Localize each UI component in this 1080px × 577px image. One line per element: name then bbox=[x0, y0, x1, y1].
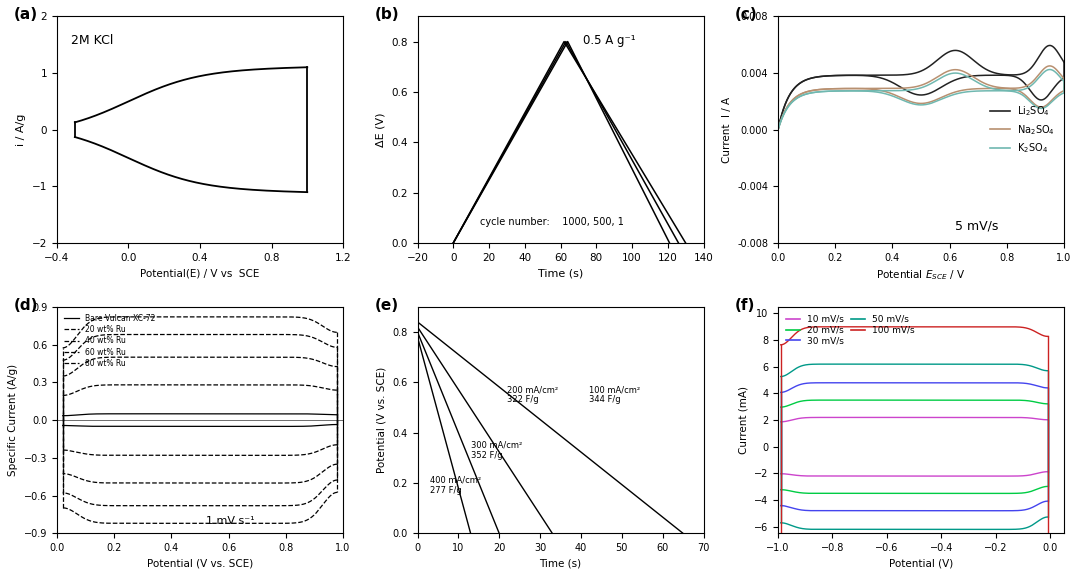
Text: 300 mA/cm²
352 F/g: 300 mA/cm² 352 F/g bbox=[471, 440, 522, 460]
X-axis label: Potential $E_{SCE}$ / V: Potential $E_{SCE}$ / V bbox=[876, 268, 966, 282]
Text: 5 mV/s: 5 mV/s bbox=[956, 219, 999, 233]
X-axis label: Potential(E) / V vs  SCE: Potential(E) / V vs SCE bbox=[140, 268, 259, 278]
Y-axis label: Potential (V vs. SCE): Potential (V vs. SCE) bbox=[377, 367, 387, 473]
Text: 1 mV s⁻¹: 1 mV s⁻¹ bbox=[205, 516, 255, 526]
X-axis label: Time (s): Time (s) bbox=[538, 268, 583, 278]
Text: (d): (d) bbox=[14, 298, 39, 313]
Text: (f): (f) bbox=[735, 298, 756, 313]
Text: (b): (b) bbox=[375, 8, 400, 23]
Text: 2M KCl: 2M KCl bbox=[71, 33, 113, 47]
Text: cycle number:    1000, 500, 1: cycle number: 1000, 500, 1 bbox=[481, 217, 624, 227]
Y-axis label: Current (mA): Current (mA) bbox=[739, 386, 748, 454]
X-axis label: Time (s): Time (s) bbox=[539, 559, 581, 569]
Legend: Bare Vulcan XC-72, 20 wt% Ru, 40 wt% Ru, 60 wt% Ru, 80 wt% Ru: Bare Vulcan XC-72, 20 wt% Ru, 40 wt% Ru,… bbox=[60, 310, 159, 371]
Text: 0.5 A g⁻¹: 0.5 A g⁻¹ bbox=[583, 33, 636, 47]
Text: (c): (c) bbox=[735, 8, 758, 23]
Y-axis label: Specific Current (A/g): Specific Current (A/g) bbox=[9, 364, 18, 476]
X-axis label: Potential (V vs. SCE): Potential (V vs. SCE) bbox=[147, 559, 253, 569]
X-axis label: Potential (V): Potential (V) bbox=[889, 559, 954, 569]
Legend: Li$_2$SO$_4$, Na$_2$SO$_4$, K$_2$SO$_4$: Li$_2$SO$_4$, Na$_2$SO$_4$, K$_2$SO$_4$ bbox=[986, 100, 1059, 159]
Y-axis label: ΔE (V): ΔE (V) bbox=[376, 113, 386, 147]
Text: 400 mA/cm²
277 F/g: 400 mA/cm² 277 F/g bbox=[430, 475, 481, 495]
Legend: 10 mV/s, 20 mV/s, 30 mV/s, 50 mV/s, 100 mV/s: 10 mV/s, 20 mV/s, 30 mV/s, 50 mV/s, 100 … bbox=[783, 312, 918, 349]
Text: (a): (a) bbox=[14, 8, 38, 23]
Text: 200 mA/cm²
322 F/g: 200 mA/cm² 322 F/g bbox=[508, 385, 558, 404]
Text: 100 mA/cm²
344 F/g: 100 mA/cm² 344 F/g bbox=[589, 385, 640, 404]
Y-axis label: i / A/g: i / A/g bbox=[16, 114, 26, 146]
Text: (e): (e) bbox=[375, 298, 399, 313]
Y-axis label: Current  I / A: Current I / A bbox=[721, 96, 732, 163]
